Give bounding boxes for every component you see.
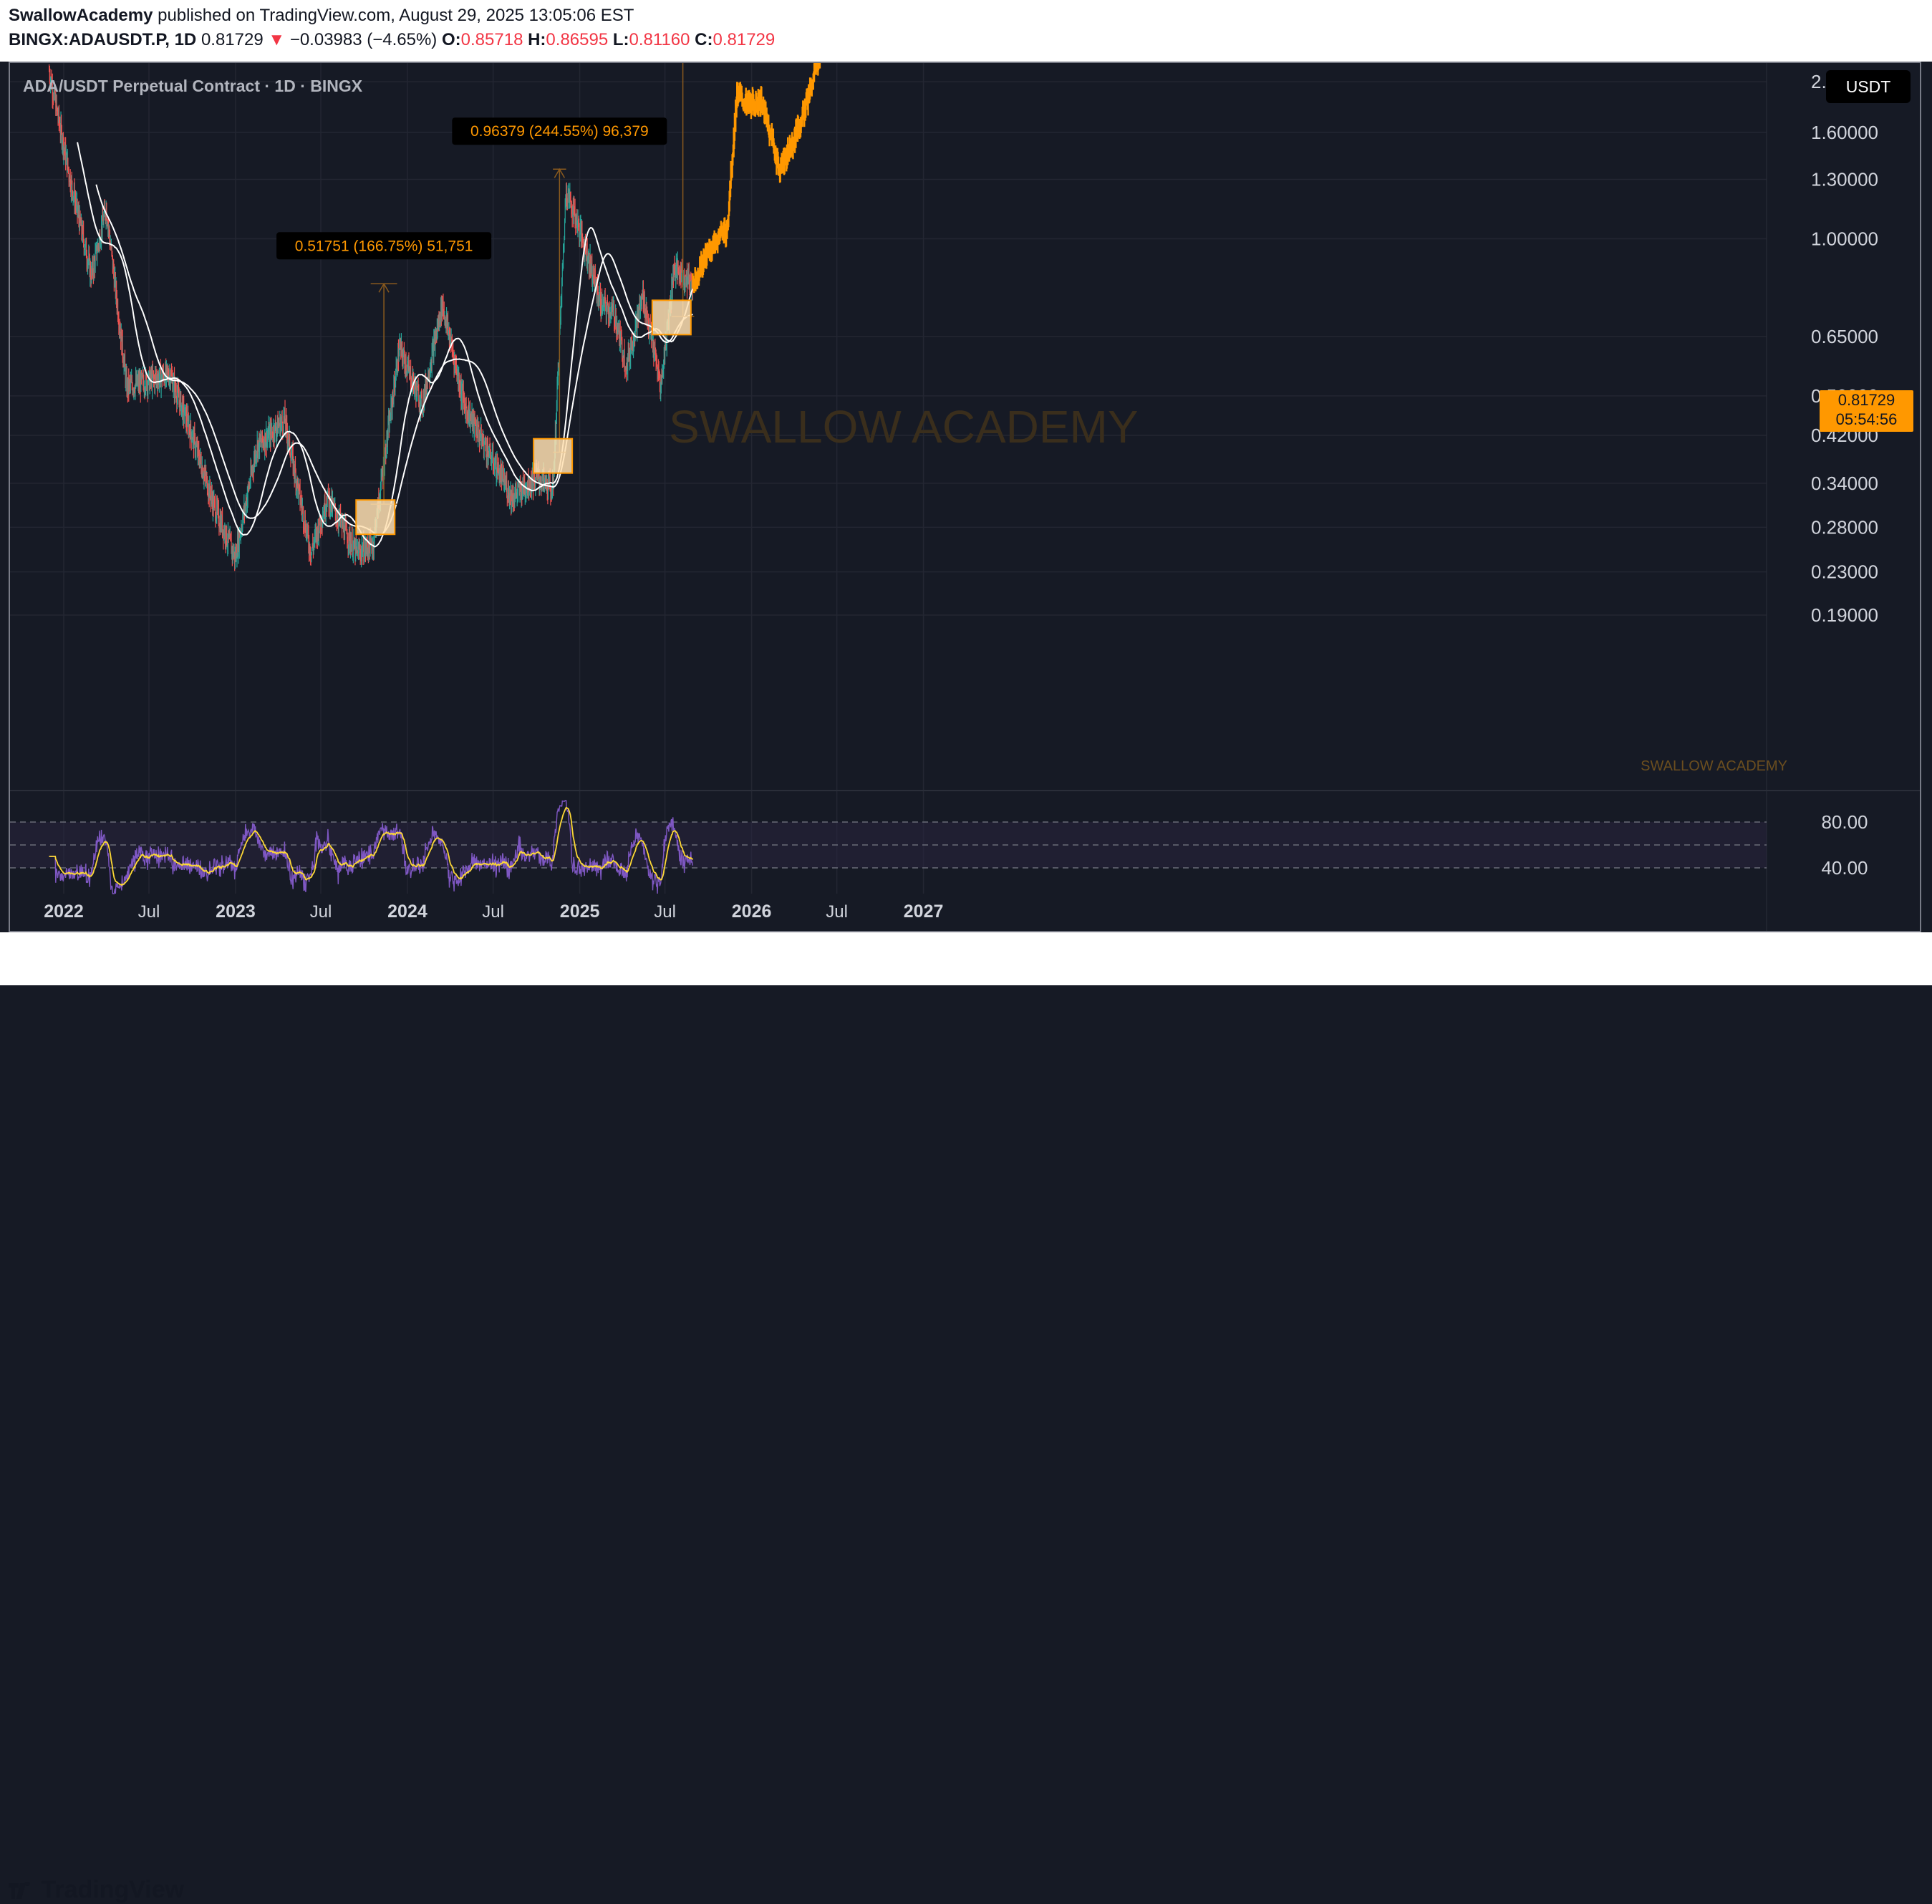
ohlc-line: BINGX:ADAUSDT.P, 1D 0.81729 ▼ −0.03983 (… — [9, 30, 775, 50]
close-label: C: — [695, 30, 713, 49]
x-tick-label: 2026 — [732, 902, 772, 922]
y-tick-label: 1.00000 — [1811, 228, 1878, 250]
measure-label: 0.51751 (166.75%) 51,751 — [295, 238, 473, 254]
measure-arrow-head — [378, 282, 390, 293]
y-tick-label: 0.65000 — [1811, 326, 1878, 347]
y-tick-label: 0.28000 — [1811, 516, 1878, 538]
x-tick-label: 2027 — [904, 902, 944, 922]
chart-title: ADA/USDT Perpetual Contract · 1D · BINGX — [23, 77, 363, 95]
last-price: 0.81729 — [201, 30, 264, 49]
open-label: O: — [441, 30, 461, 49]
current-price-tag: 0.81729 05:54:56 — [1820, 390, 1913, 432]
rsi-tick-label: 40.00 — [1821, 857, 1868, 879]
x-tick-label: 2024 — [387, 902, 428, 922]
countdown-timer: 05:54:56 — [1835, 410, 1898, 428]
symbol-label[interactable]: BINGX:ADAUSDT.P, 1D — [9, 30, 197, 49]
y-tick-label: 0.23000 — [1811, 561, 1878, 583]
author-name[interactable]: SwallowAcademy — [9, 6, 153, 25]
tradingview-brand[interactable]: TradingView — [9, 1876, 184, 1904]
watermark: SWALLOW ACADEMY — [669, 401, 1139, 453]
measure-label-box — [452, 117, 667, 145]
price-change: −0.03983 (−4.65%) — [289, 30, 438, 49]
currency-button[interactable]: USDT — [1826, 70, 1911, 103]
y-tick-label: 1.60000 — [1811, 122, 1878, 143]
measure-label: 0.96379 (244.55%) 96,379 — [470, 123, 649, 140]
buy-zone-box — [533, 438, 574, 474]
y-tick-label: 0.34000 — [1811, 473, 1878, 494]
rsi-ma-line — [49, 806, 694, 886]
x-tick-label: Jul — [654, 902, 676, 922]
watermark-small: SWALLOW ACADEMY — [1641, 758, 1787, 774]
high-label: H: — [528, 30, 546, 49]
x-tick-label: Jul — [826, 902, 848, 922]
rsi-tick-label: 80.00 — [1821, 811, 1868, 833]
low-value: 0.81160 — [629, 30, 690, 49]
x-tick-label: 2023 — [216, 902, 256, 922]
price-chart[interactable]: SWALLOW ACADEMY SWALLOW ACADEMY 0.51751 … — [10, 63, 1920, 931]
brand-name: TradingView — [41, 1876, 185, 1903]
high-value: 0.86595 — [546, 30, 609, 49]
y-tick-label: 0.19000 — [1811, 604, 1878, 626]
down-arrow-icon: ▼ — [268, 30, 286, 49]
x-tick-label: 2022 — [44, 902, 84, 922]
close-value: 0.81729 — [713, 30, 776, 49]
measure-arrow-head — [554, 168, 565, 178]
tradingview-logo-icon — [9, 1880, 31, 1900]
measure-label-box — [276, 232, 492, 260]
current-price-value: 0.81729 — [1837, 391, 1895, 409]
low-label: L: — [612, 30, 629, 49]
buy-zone-box — [651, 299, 692, 336]
x-tick-label: 2025 — [560, 902, 600, 922]
x-tick-label: Jul — [310, 902, 332, 922]
ma-line-fast — [77, 142, 694, 548]
chart-header: SwallowAcademy published on TradingView.… — [0, 0, 1932, 62]
publish-info: published on TradingView.com, August 29,… — [158, 6, 634, 25]
open-value: 0.85718 — [460, 30, 523, 49]
chart-area[interactable]: SWALLOW ACADEMY SWALLOW ACADEMY 0.51751 … — [9, 62, 1921, 932]
buy-zone-box — [355, 499, 396, 536]
chart-footer: TradingView — [0, 932, 1932, 1903]
x-tick-label: Jul — [482, 902, 504, 922]
publish-line: SwallowAcademy published on TradingView.… — [9, 6, 634, 26]
y-tick-label: 1.30000 — [1811, 168, 1878, 190]
x-tick-label: Jul — [138, 902, 160, 922]
